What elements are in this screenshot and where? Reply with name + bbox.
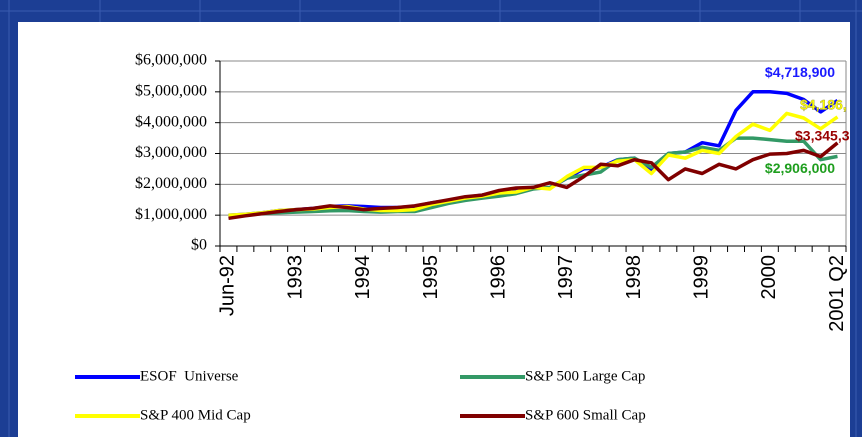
y-tick-label: $3,000,000 [135, 144, 207, 161]
series-line [228, 141, 839, 221]
data-label: $2,906,000 [765, 160, 835, 176]
legend-label: ESOF Universe [140, 368, 239, 384]
x-tick-label: Jun-92 [217, 255, 239, 316]
x-tick-label: 1995 [420, 255, 442, 300]
y-tick-label: $4,000,000 [135, 113, 207, 130]
x-tick-label: 1998 [623, 255, 645, 300]
x-tick-label: 2001 Q2 [826, 255, 848, 332]
y-tick-label: $6,000,000 [135, 52, 207, 69]
data-label: $4,718,900 [765, 64, 835, 80]
content-area [18, 22, 850, 437]
y-tick-label: $5,000,000 [135, 83, 207, 100]
data-label: $3,345,3 [795, 128, 850, 144]
x-tick-label: 2000 [758, 255, 780, 300]
x-tick-label: 1999 [690, 255, 712, 300]
legend-label: S&P 400 Mid Cap [140, 407, 251, 423]
y-tick-label: $1,000,000 [135, 206, 207, 223]
x-tick-label: 1993 [284, 255, 306, 300]
x-tick-label: 1997 [555, 255, 577, 300]
y-tick-label: $0 [191, 237, 207, 254]
y-tick-label: $2,000,000 [135, 175, 207, 192]
legend-label: S&P 600 Small Cap [525, 407, 646, 423]
x-tick-label: 1996 [487, 255, 509, 300]
data-label: $4,186, [800, 97, 847, 113]
legend-label: S&P 500 Large Cap [525, 368, 645, 384]
x-tick-label: 1994 [352, 255, 374, 300]
